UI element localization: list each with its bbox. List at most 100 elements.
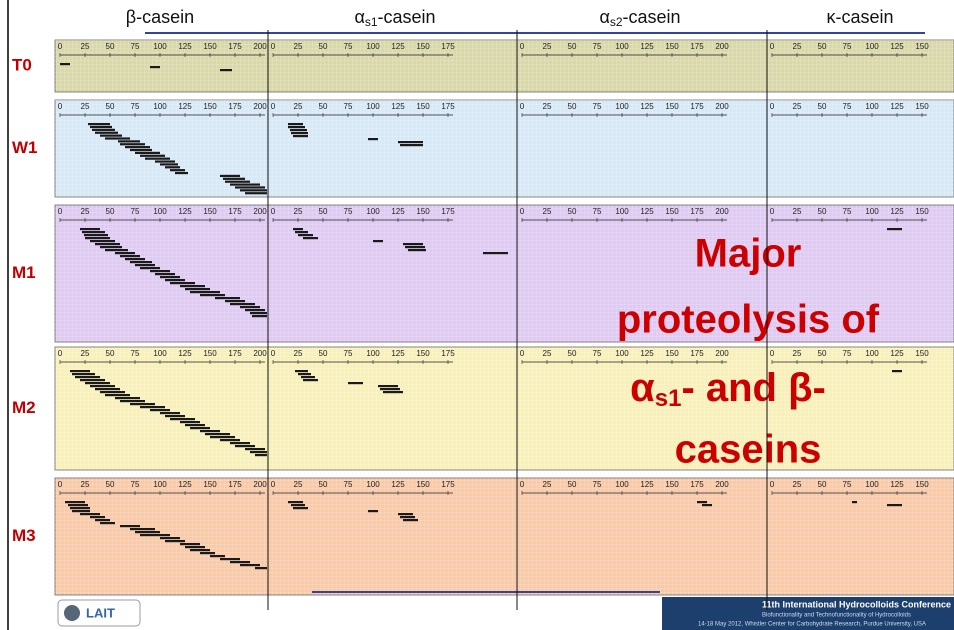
- tick-label: 50: [568, 349, 577, 358]
- peptide: [70, 507, 90, 509]
- symbol: α: [599, 7, 609, 27]
- tick-label: 0: [58, 42, 63, 51]
- tick-label: 75: [131, 349, 140, 358]
- subscript: s1: [365, 15, 378, 29]
- tick-label: 200: [253, 207, 267, 216]
- tick-label: 25: [543, 349, 552, 358]
- peptide: [235, 186, 265, 188]
- peptide: [205, 433, 230, 435]
- tick-label: 0: [271, 480, 276, 489]
- peptide: [180, 285, 205, 287]
- peptide: [115, 252, 135, 254]
- peptide: [105, 394, 130, 396]
- peptide: [250, 312, 267, 314]
- peptide: [130, 149, 152, 151]
- tick-label: 0: [58, 349, 63, 358]
- row-label: W1: [12, 138, 38, 157]
- peptide: [160, 412, 180, 414]
- tick-label: 25: [294, 480, 303, 489]
- tick-label: 150: [203, 480, 217, 489]
- peptide: [190, 427, 210, 429]
- peptide: [368, 138, 378, 140]
- peptide: [170, 169, 185, 171]
- peptide: [120, 255, 140, 257]
- peptide: [235, 445, 255, 447]
- panel-texture: [517, 100, 767, 197]
- tick-label: 75: [344, 207, 353, 216]
- tick-label: 25: [81, 42, 90, 51]
- peptide: [887, 228, 902, 230]
- tick-label: 175: [228, 42, 242, 51]
- tick-label: 100: [153, 42, 167, 51]
- logo-icon: [64, 605, 80, 621]
- tick-label: 125: [178, 42, 192, 51]
- tick-label: 100: [366, 102, 380, 111]
- tick-label: 25: [543, 480, 552, 489]
- name: -casein: [136, 7, 194, 27]
- tick-label: 50: [319, 207, 328, 216]
- subscript: s2: [610, 15, 623, 29]
- peptide: [165, 166, 180, 168]
- peptide: [125, 146, 150, 148]
- tick-label: 175: [441, 349, 455, 358]
- peptide: [175, 172, 188, 174]
- peptide: [230, 303, 255, 305]
- peptide: [230, 183, 260, 185]
- tick-label: 75: [593, 480, 602, 489]
- peptide: [225, 300, 245, 302]
- peptide: [230, 561, 250, 563]
- tick-label: 50: [818, 207, 827, 216]
- tick-label: 0: [520, 480, 525, 489]
- peptide: [288, 123, 303, 125]
- peptide: [135, 264, 155, 266]
- tick-label: 75: [843, 480, 852, 489]
- peptide: [380, 388, 400, 390]
- peptide: [210, 436, 235, 438]
- peptide: [255, 567, 267, 569]
- peptide: [288, 126, 305, 128]
- peptide: [223, 178, 245, 180]
- tick-label: 25: [793, 42, 802, 51]
- tick-label: 75: [344, 42, 353, 51]
- column-header: αs1-casein: [354, 7, 435, 29]
- tick-label: 175: [228, 207, 242, 216]
- tick-label: 100: [153, 349, 167, 358]
- tick-label: 175: [690, 102, 704, 111]
- row-label: T0: [12, 55, 32, 74]
- tick-label: 200: [253, 480, 267, 489]
- tick-label: 125: [890, 480, 904, 489]
- tick-label: 125: [640, 349, 654, 358]
- peptide: [301, 376, 315, 378]
- peptide: [252, 315, 267, 317]
- name: -casein: [835, 7, 893, 27]
- tick-label: 50: [568, 207, 577, 216]
- callout-line: caseins: [675, 428, 822, 472]
- tick-label: 175: [441, 102, 455, 111]
- tick-label: 100: [615, 207, 629, 216]
- peptide: [702, 504, 712, 506]
- tick-label: 125: [178, 207, 192, 216]
- tick-label: 200: [253, 42, 267, 51]
- tick-label: 75: [843, 349, 852, 358]
- tick-label: 50: [818, 42, 827, 51]
- tick-label: 150: [915, 349, 929, 358]
- tick-label: 25: [543, 42, 552, 51]
- tick-label: 50: [106, 207, 115, 216]
- tick-label: 50: [319, 102, 328, 111]
- peptide: [145, 158, 170, 160]
- panel-texture: [55, 347, 268, 470]
- tick-label: 150: [203, 42, 217, 51]
- peptide: [255, 454, 267, 456]
- tick-label: 25: [294, 349, 303, 358]
- peptide: [200, 294, 225, 296]
- peptide: [165, 279, 185, 281]
- tick-label: 75: [843, 207, 852, 216]
- peptide: [200, 552, 215, 554]
- peptide: [135, 152, 160, 154]
- peptide: [852, 501, 857, 503]
- conference-banner: 11th International Hydrocolloids Confere…: [662, 597, 954, 630]
- tick-label: 125: [890, 349, 904, 358]
- peptide: [383, 391, 403, 393]
- peptide: [398, 141, 423, 143]
- tick-label: 0: [58, 207, 63, 216]
